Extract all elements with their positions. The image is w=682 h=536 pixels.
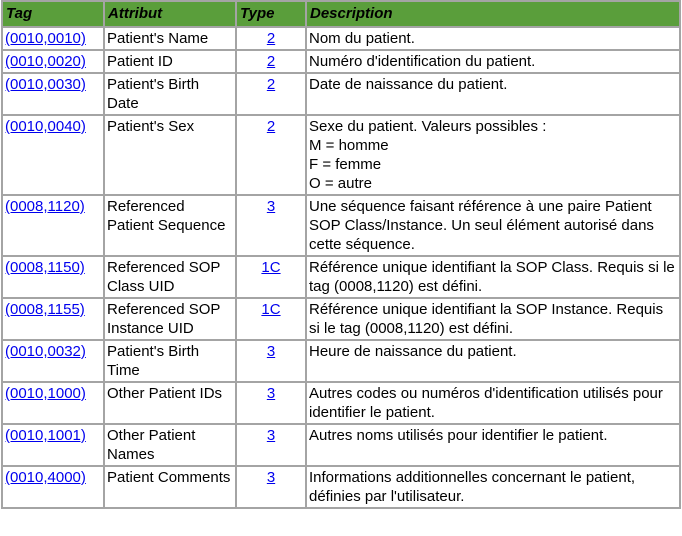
tag-cell: (0008,1150) (3, 257, 103, 297)
description-line: Sexe du patient. Valeurs possibles : (309, 118, 547, 135)
type-link[interactable]: 3 (266, 469, 276, 486)
table-row: (0010,0020) Patient ID 2 Numéro d'identific… (3, 51, 679, 72)
type-link[interactable]: 2 (266, 118, 276, 135)
type-link[interactable]: 3 (266, 343, 276, 360)
type-cell: 1C (237, 257, 305, 297)
description-cell: Sexe du patient. Valeurs possibles : M = … (307, 116, 679, 194)
type-cell: 3 (237, 467, 305, 507)
tag-cell: (0010,4000) (3, 467, 103, 507)
tag-link[interactable]: (0010,4000) (5, 469, 86, 486)
tag-cell: (0010,0030) (3, 74, 103, 114)
tag-cell: (0010,1000) (3, 383, 103, 423)
description-line: Référence unique identifiant la SOP Inst… (309, 301, 664, 337)
description-line: Numéro d'identification du patient. (309, 53, 536, 70)
description-cell: Une séquence faisant référence à une pai… (307, 196, 679, 255)
type-cell: 3 (237, 196, 305, 255)
tag-link[interactable]: (0010,0020) (5, 53, 86, 70)
description-line: O = autre (309, 175, 372, 192)
description-cell: Référence unique identifiant la SOP Clas… (307, 257, 679, 297)
table-row: (0010,0030) Patient's Birth Date 2 Date de … (3, 74, 679, 114)
type-link[interactable]: 1C (261, 301, 281, 318)
tag-link[interactable]: (0010,0030) (5, 76, 86, 93)
tag-link[interactable]: (0010,0040) (5, 118, 86, 135)
description-line: Date de naissance du patient. (309, 76, 508, 93)
attribut-cell: Other Patient Names (105, 425, 235, 465)
table-row: (0008,1120) Referenced Patient Sequence 3 U… (3, 196, 679, 255)
type-cell: 2 (237, 28, 305, 49)
description-line: F = femme (309, 156, 382, 173)
column-header-attribut: Attribut (105, 2, 235, 26)
tag-link[interactable]: (0008,1150) (5, 259, 85, 276)
table-row: (0010,0032) Patient's Birth Time 3 Heure de… (3, 341, 679, 381)
description-line: Heure de naissance du patient. (309, 343, 517, 360)
table-row: (0010,1001) Other Patient Names 3 Autres no… (3, 425, 679, 465)
table-row: (0010,0040) Patient's Sex 2 Sexe du patient… (3, 116, 679, 194)
type-cell: 2 (237, 51, 305, 72)
attribut-cell: Referenced SOP Class UID (105, 257, 235, 297)
description-cell: Référence unique identifiant la SOP Inst… (307, 299, 679, 339)
table-row: (0008,1155) Referenced SOP Instance UID 1C… (3, 299, 679, 339)
attribut-cell: Patient Comments (105, 467, 235, 507)
table-body: (0010,0010) Patient's Name 2 Nom du patient… (3, 28, 679, 507)
type-link[interactable]: 2 (266, 53, 276, 70)
description-line: M = homme (309, 137, 389, 154)
type-link[interactable]: 2 (266, 30, 276, 47)
description-cell: Numéro d'identification du patient. (307, 51, 679, 72)
dicom-attribute-table: Tag Attribut Type Description (0010,0010… (1, 0, 681, 509)
attribut-cell: Referenced Patient Sequence (105, 196, 235, 255)
tag-link[interactable]: (0008,1155) (5, 301, 85, 318)
type-link[interactable]: 3 (266, 198, 276, 215)
attribut-cell: Other Patient IDs (105, 383, 235, 423)
tag-cell: (0008,1120) (3, 196, 103, 255)
tag-link[interactable]: (0008,1120) (5, 198, 85, 215)
description-line: Autres codes ou numéros d'identification… (309, 385, 663, 421)
column-header-type: Type (237, 2, 305, 26)
column-header-description: Description (307, 2, 679, 26)
type-link[interactable]: 2 (266, 76, 276, 93)
type-link[interactable]: 3 (266, 427, 276, 444)
type-cell: 3 (237, 425, 305, 465)
type-cell: 3 (237, 383, 305, 423)
description-line: Une séquence faisant référence à une pai… (309, 198, 654, 253)
table-row: (0010,0010) Patient's Name 2 Nom du patient… (3, 28, 679, 49)
tag-cell: (0010,0010) (3, 28, 103, 49)
table-row: (0008,1150) Referenced SOP Class UID 1C Réf… (3, 257, 679, 297)
table-row: (0010,4000) Patient Comments 3 Informations… (3, 467, 679, 507)
type-link[interactable]: 3 (266, 385, 276, 402)
attribut-cell: Patient's Birth Time (105, 341, 235, 381)
type-cell: 2 (237, 74, 305, 114)
attribut-cell: Patient's Birth Date (105, 74, 235, 114)
attribut-cell: Referenced SOP Instance UID (105, 299, 235, 339)
description-line: Autres noms utilisés pour identifier le … (309, 427, 608, 444)
table-row: (0010,1000) Other Patient IDs 3 Autres code… (3, 383, 679, 423)
tag-link[interactable]: (0010,0032) (5, 343, 86, 360)
tag-link[interactable]: (0010,1001) (5, 427, 86, 444)
description-cell: Informations additionnelles concernant l… (307, 467, 679, 507)
description-cell: Autres noms utilisés pour identifier le … (307, 425, 679, 465)
tag-cell: (0010,1001) (3, 425, 103, 465)
tag-cell: (0008,1155) (3, 299, 103, 339)
tag-cell: (0010,0040) (3, 116, 103, 194)
type-cell: 3 (237, 341, 305, 381)
description-cell: Heure de naissance du patient. (307, 341, 679, 381)
tag-cell: (0010,0020) (3, 51, 103, 72)
description-cell: Autres codes ou numéros d'identification… (307, 383, 679, 423)
description-cell: Date de naissance du patient. (307, 74, 679, 114)
type-cell: 1C (237, 299, 305, 339)
description-line: Référence unique identifiant la SOP Clas… (309, 259, 675, 295)
table-header-row: Tag Attribut Type Description (3, 2, 679, 26)
description-line: Nom du patient. (309, 30, 415, 47)
type-cell: 2 (237, 116, 305, 194)
description-line: Informations additionnelles concernant l… (309, 469, 636, 505)
tag-cell: (0010,0032) (3, 341, 103, 381)
tag-link[interactable]: (0010,1000) (5, 385, 86, 402)
attribut-cell: Patient ID (105, 51, 235, 72)
attribut-cell: Patient's Name (105, 28, 235, 49)
tag-link[interactable]: (0010,0010) (5, 30, 86, 47)
description-cell: Nom du patient. (307, 28, 679, 49)
type-link[interactable]: 1C (261, 259, 281, 276)
column-header-tag: Tag (3, 2, 103, 26)
attribut-cell: Patient's Sex (105, 116, 235, 194)
